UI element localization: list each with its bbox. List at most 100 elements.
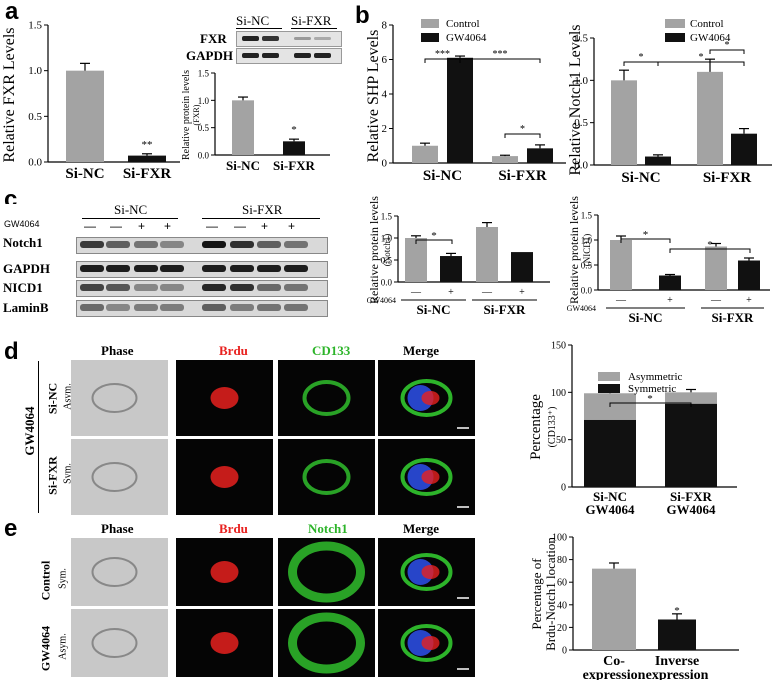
nucleus-stain — [407, 630, 434, 656]
cell-outline — [91, 383, 138, 413]
micro-col-header: CD133 — [312, 343, 351, 358]
significance-bracket — [709, 49, 745, 54]
significance-marker: * — [725, 40, 730, 51]
brdu-stain — [421, 470, 440, 484]
micro-col-header: Merge — [403, 343, 440, 358]
x-tick-label: expression — [583, 668, 646, 680]
significance-bracket — [459, 58, 541, 63]
y-axis-sublabel: (NICD1) — [582, 234, 592, 267]
x-tick-label: Si-NC — [226, 158, 260, 173]
brdu-stain — [421, 636, 440, 650]
phase-image — [71, 439, 168, 515]
treatment-label: GW4064 — [4, 219, 40, 229]
blot-band — [106, 241, 130, 248]
significance-marker: * — [520, 124, 525, 135]
bar — [592, 568, 636, 650]
nucleus-stain — [407, 464, 434, 490]
y-tick-label: 1.5 — [581, 211, 593, 221]
treatment-sign: — — [84, 219, 96, 233]
bar-control — [697, 71, 723, 165]
blot-band — [230, 304, 254, 311]
micro-col-header: Notch1 — [308, 521, 348, 536]
blot-band — [80, 265, 104, 272]
micro-col-header: Merge — [403, 521, 440, 536]
treatment-sign: + — [138, 219, 146, 233]
x-tick-label: Si-NC — [423, 168, 462, 184]
legend-swatch-gw4064 — [665, 33, 685, 42]
y-axis-label: Relative FXR Levels — [1, 27, 18, 162]
bar — [405, 238, 427, 282]
cell-outline — [91, 628, 138, 658]
bar — [128, 155, 166, 162]
y-tick-label: 0 — [382, 158, 388, 170]
bar — [283, 141, 305, 155]
x-tick-label: — — [710, 295, 722, 306]
x-tick-label: Si-FXR — [670, 489, 713, 504]
microscopy-grid-cd133: Phase Brdu CD133 Merge GW4064 Si-NC Asym… — [8, 343, 478, 518]
x-tick-label: GW4064 — [666, 502, 716, 517]
bar-asymmetric — [665, 392, 717, 404]
blot-row-label: LaminB — [3, 300, 49, 315]
western-blot-fxr: Si-NC Si-FXR FXR GAPDH — [186, 13, 348, 66]
y-axis-label: Relative protein levels — [567, 196, 581, 304]
legend-label: Asymmetric — [628, 371, 682, 383]
significance-bracket — [609, 402, 692, 407]
blot-band — [257, 241, 281, 248]
bar — [440, 256, 462, 282]
blot-row-label: GAPDH — [186, 48, 233, 63]
blot-band — [284, 304, 308, 311]
x-tick-label: Si-FXR — [273, 158, 316, 173]
nucleus-stain — [407, 559, 434, 585]
green-stain — [288, 612, 365, 674]
green-stain — [400, 624, 453, 662]
green-stain — [302, 380, 351, 416]
significance-bracket — [504, 133, 541, 138]
bar — [66, 70, 104, 162]
y-tick-label: 0.5 — [581, 261, 593, 271]
blot-group-label: Si-FXR — [291, 13, 332, 28]
significance-marker: * — [643, 229, 649, 241]
y-axis-label: Percentage — [528, 394, 544, 460]
legend-label: Control — [690, 18, 724, 30]
green-stain — [400, 379, 453, 417]
y-tick-label: 0.5 — [574, 117, 588, 129]
blot-band — [284, 265, 308, 272]
bar — [705, 246, 727, 290]
x-tick-label: Si-NC — [621, 170, 660, 186]
y-tick-label: 0.0 — [28, 157, 42, 169]
blot-band — [134, 304, 158, 311]
legend-swatch-control — [421, 19, 439, 28]
phase-image — [71, 538, 168, 606]
blot-band — [257, 265, 281, 272]
legend-swatch-control — [665, 19, 685, 28]
green-stain — [400, 458, 453, 496]
y-axis-sublabel: (FXR) — [192, 104, 201, 125]
legend-swatch-asymmetric — [598, 372, 620, 381]
treatment-sign: — — [110, 219, 122, 233]
blot-band — [134, 284, 158, 291]
significance-marker: * — [707, 239, 713, 251]
legend-swatch-gw4064 — [421, 33, 439, 42]
x-tick-label: Si-NC — [593, 489, 627, 504]
y-tick-label: 0.0 — [581, 286, 593, 296]
blot-band — [202, 241, 226, 248]
blot-row-label: FXR — [200, 31, 227, 46]
significance-marker: * — [431, 230, 437, 242]
x-tick-label: Co- — [603, 654, 625, 669]
x-tick-label: + — [519, 287, 525, 298]
blot-band — [160, 284, 184, 291]
western-blot-notch1: Si-NC Si-FXR GW4064 — — + + — — + + Notch1 GAPD… — [3, 202, 336, 317]
bar — [610, 240, 632, 290]
blot-band — [80, 284, 104, 291]
y-tick-label: 6 — [382, 54, 388, 66]
blot-band — [230, 241, 254, 248]
bar — [659, 275, 681, 290]
x-tick-label: Si-FXR — [703, 170, 752, 186]
legend-swatch-symmetric — [598, 384, 620, 393]
brdu-stain — [421, 391, 440, 405]
group-label: Si-FXR — [484, 302, 527, 317]
micro-col-header: Brdu — [219, 343, 248, 358]
y-tick-label: 1.0 — [28, 65, 42, 77]
y-tick-label: 4 — [382, 89, 388, 101]
y-tick-label: 1.0 — [574, 75, 588, 87]
